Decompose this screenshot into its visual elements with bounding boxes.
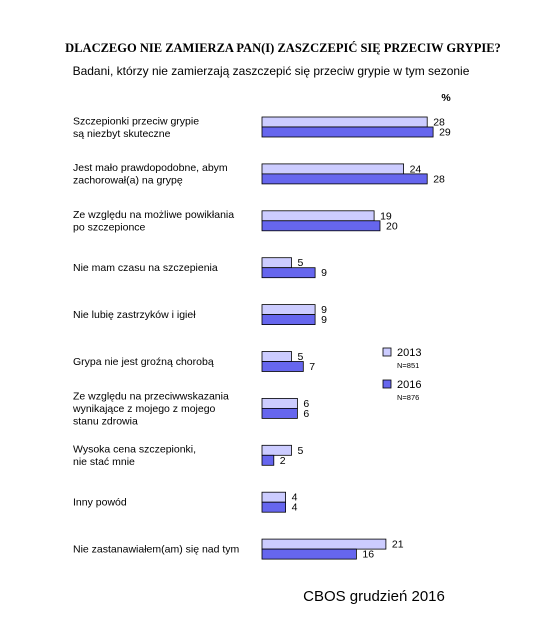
category-labels: Szczepionki przeciw grypie są niezbyt sku… [72, 115, 240, 555]
bar-2013 [261, 351, 292, 362]
category-label-line: Szczepionki przeciw grypie [73, 115, 199, 127]
category-label-line: nie stać mnie [73, 456, 135, 468]
bar-2016 [261, 267, 316, 279]
data-label: 6 [303, 398, 309, 410]
legend-swatch-2016 [382, 379, 392, 389]
bar-2016 [261, 173, 428, 185]
data-label: 20 [386, 220, 398, 232]
data-label: 4 [292, 492, 298, 504]
data-label: 9 [321, 314, 327, 326]
category-label-line: Grypa nie jest groźną chorobą [73, 356, 214, 368]
data-label: 29 [439, 127, 451, 139]
category-label: Ze względu na możliwe powikłania po szcze… [73, 209, 234, 234]
data-label: 4 [292, 502, 298, 514]
data-label: 24 [410, 163, 422, 175]
category-label: Nie lubię zastrzyków i igieł [73, 309, 196, 321]
bar-2013 [261, 444, 292, 456]
bar-2013 [261, 304, 316, 316]
data-label: 5 [298, 257, 304, 269]
category-label-line: Ze względu na możliwe powikłania [73, 209, 234, 221]
bar-2016 [261, 361, 304, 372]
category-label-line: Nie mam czasu na szczepienia [73, 262, 218, 274]
category-label-line: Nie lubię zastrzyków i igieł [73, 309, 196, 321]
legend-label: 2013 [397, 347, 421, 359]
legend: 2013 N=851 2016 N=876 [382, 347, 421, 402]
bar-2013 [261, 210, 375, 222]
chart-title: DLACZEGO NIE ZAMIERZA PAN(I) ZASZCZEPIĆ … [65, 41, 501, 55]
category-label-line: stanu zdrowia [73, 415, 138, 427]
data-label: 16 [362, 549, 374, 561]
data-label: 2 [280, 455, 286, 467]
category-label: Wysoka cena szczepionki, nie stać mnie [73, 444, 196, 469]
bar-2013 [261, 397, 298, 409]
category-label-line: po szczepionce [73, 222, 146, 234]
chart-subtitle: Badani, którzy nie zamierzają zaszczepić… [73, 64, 470, 78]
bar-2016 [261, 454, 275, 466]
bar-2013 [261, 116, 428, 128]
data-label: 28 [433, 173, 445, 185]
bar-2016 [261, 314, 316, 326]
legend-sample-size: N=851 [397, 361, 419, 370]
data-label: 28 [433, 117, 445, 129]
unit-label: % [441, 92, 451, 104]
category-label-line: Nie zastanawiałem(am) się nad tym [73, 544, 240, 556]
bar-2013 [261, 163, 405, 175]
category-label-line: są niezbyt skuteczne [73, 128, 171, 140]
legend-swatch-2013 [382, 347, 392, 357]
data-label: 21 [392, 539, 404, 551]
bar-2016 [261, 220, 381, 232]
category-label-line: Inny powód [73, 497, 127, 509]
data-label: 6 [303, 408, 309, 420]
category-label-line: zachorował(a) na grypę [73, 175, 183, 187]
data-label: 9 [321, 304, 327, 316]
category-label: Jest mało prawdopodobne, abym zachorował(… [73, 162, 228, 187]
bar-2016 [261, 501, 287, 513]
bar-2013 [261, 491, 287, 503]
category-label-line: Wysoka cena szczepionki, [73, 444, 196, 456]
category-label: Grypa nie jest groźną chorobą [73, 356, 214, 368]
category-label: Inny powód [73, 497, 127, 509]
bar-2013 [261, 257, 292, 269]
data-label: 7 [309, 361, 315, 373]
category-label: Szczepionki przeciw grypie są niezbyt sku… [73, 115, 199, 140]
category-label-line: wynikające z mojego z mojego [72, 403, 216, 415]
legend-label: 2016 [397, 379, 421, 391]
legend-sample-size: N=876 [397, 393, 419, 402]
bar-2016 [261, 407, 298, 419]
data-label: 9 [321, 267, 327, 279]
category-label-line: Ze względu na przeciwwskazania [73, 390, 229, 402]
data-label: 5 [298, 351, 304, 363]
bar-2016 [261, 548, 357, 560]
category-label-line: Jest mało prawdopodobne, abym [73, 162, 228, 174]
category-label: Nie mam czasu na szczepienia [73, 262, 218, 274]
category-label: Nie zastanawiałem(am) się nad tym [73, 544, 240, 556]
data-label: 19 [380, 210, 392, 222]
data-label: 5 [298, 445, 304, 457]
bar-2013 [261, 538, 387, 550]
category-label: Ze względu na przeciwwskazania wynikające… [72, 390, 229, 427]
source-label: CBOS grudzień 2016 [303, 588, 445, 605]
bar-2016 [261, 126, 434, 138]
bars [261, 116, 434, 560]
